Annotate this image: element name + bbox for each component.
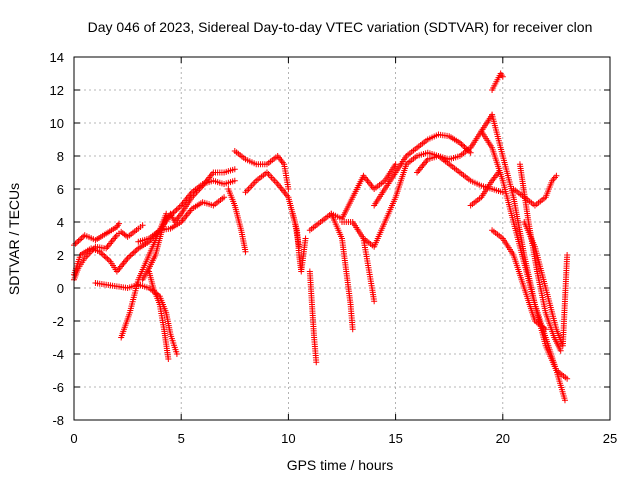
- data-point: [231, 177, 238, 184]
- y-tick-label: -2: [52, 314, 64, 329]
- data-point: [349, 326, 356, 333]
- y-tick-label: 8: [57, 149, 64, 164]
- series-track-12: [289, 210, 309, 275]
- x-tick-label: 15: [388, 431, 402, 446]
- x-tick-label: 20: [496, 431, 510, 446]
- series-track-17: [360, 235, 378, 305]
- axis-ticks: 0 5 10 15 20 25 -8 -6 -4 -2 0 2 4 6 8 10 12 14: [50, 50, 618, 446]
- data-point: [302, 235, 309, 242]
- data-point: [285, 186, 292, 192]
- y-tick-label: -6: [52, 380, 64, 395]
- data-point: [499, 73, 506, 80]
- data-point: [116, 220, 123, 227]
- series-track-18: [371, 131, 474, 209]
- series-track-13: [306, 268, 320, 366]
- y-tick-label: 6: [57, 182, 64, 197]
- series-track-27: [516, 161, 564, 354]
- y-tick-label: 4: [57, 215, 64, 230]
- y-tick-label: 14: [50, 50, 64, 65]
- x-tick-label: 25: [603, 431, 617, 446]
- data-point: [139, 222, 146, 229]
- y-tick-label: 10: [50, 116, 64, 131]
- series-track-23: [478, 128, 568, 404]
- series-track-21: [489, 70, 506, 93]
- y-tick-label: -8: [52, 413, 64, 428]
- data-point: [231, 166, 238, 173]
- chart-title: Day 046 of 2023, Sidereal Day-to-day VTE…: [88, 19, 593, 35]
- data-point: [173, 351, 180, 357]
- data-point: [564, 375, 571, 382]
- data-point: [467, 149, 474, 156]
- series-track-15: [328, 210, 356, 333]
- series-track-7: [146, 268, 172, 362]
- data-point: [557, 347, 564, 354]
- x-tick-label: 5: [178, 431, 185, 446]
- data-point: [542, 326, 549, 333]
- data-point: [392, 161, 399, 168]
- series-track-26: [521, 219, 571, 349]
- data-points: [71, 70, 571, 404]
- series-track-10: [225, 186, 249, 255]
- data-point: [165, 355, 172, 362]
- y-tick-label: 0: [57, 281, 64, 296]
- x-tick-label: 0: [70, 431, 77, 446]
- series-track-8: [135, 194, 228, 245]
- y-tick-label: -4: [52, 347, 64, 362]
- series-track-14: [306, 161, 399, 234]
- y-tick-label: 12: [50, 83, 64, 98]
- data-point: [561, 397, 568, 404]
- data-point: [564, 252, 571, 258]
- x-tick-label: 10: [281, 431, 295, 446]
- data-point: [221, 194, 228, 201]
- data-point: [313, 359, 320, 366]
- data-point: [371, 298, 378, 305]
- series-track-24: [489, 227, 549, 333]
- series-track-20: [467, 169, 502, 209]
- data-point: [242, 248, 249, 255]
- y-axis-label: SDTVAR / TECUs: [6, 183, 22, 295]
- series-track-6: [139, 166, 238, 283]
- data-point: [553, 172, 560, 179]
- series-track-9: [231, 148, 292, 192]
- y-tick-label: 2: [57, 248, 64, 263]
- plot-frame: [73, 56, 611, 421]
- x-axis-label: GPS time / hours: [287, 457, 394, 473]
